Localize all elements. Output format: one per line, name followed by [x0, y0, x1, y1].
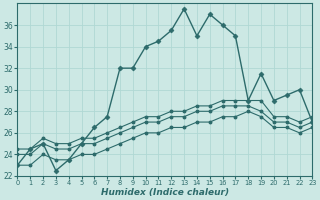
X-axis label: Humidex (Indice chaleur): Humidex (Indice chaleur)	[101, 188, 229, 197]
